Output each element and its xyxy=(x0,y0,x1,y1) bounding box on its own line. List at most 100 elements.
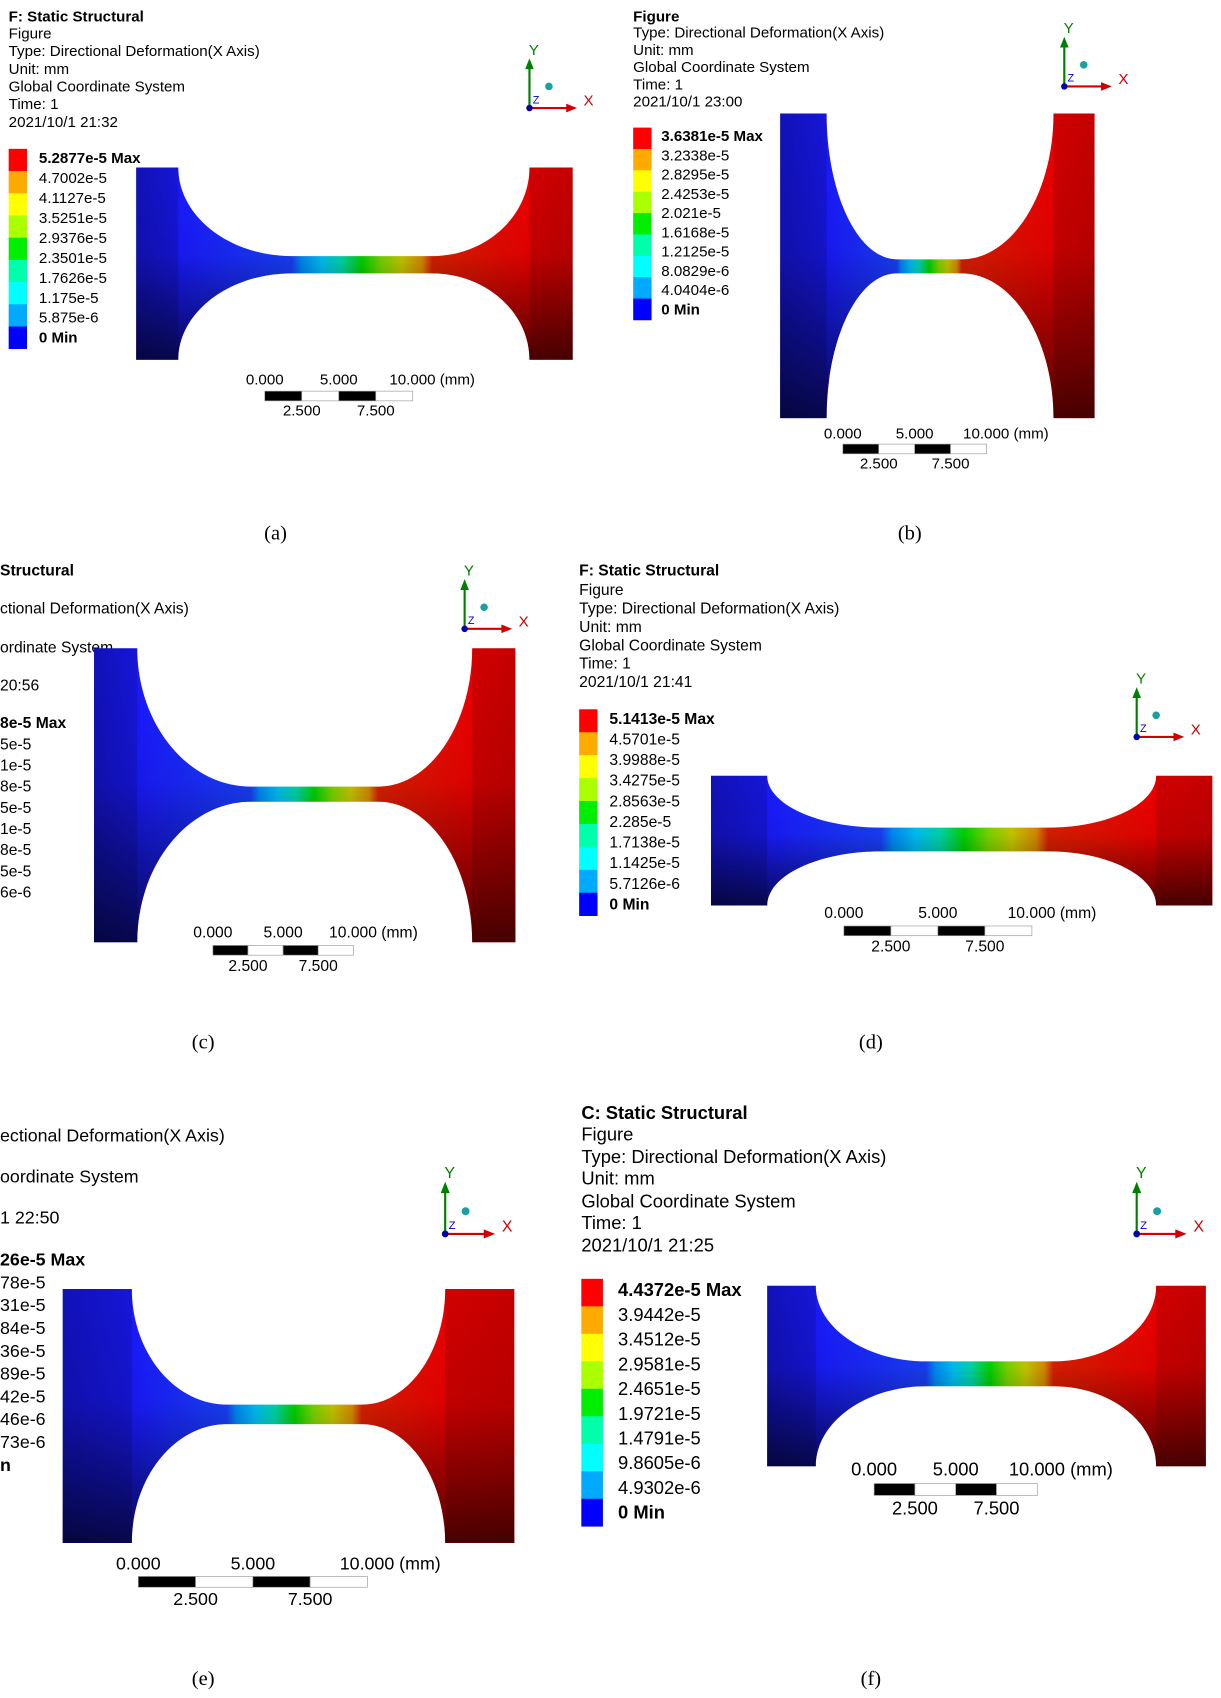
figure: F: Static StructuralFigureType: Directio… xyxy=(0,0,1221,1698)
legend-label: 3.5251e-5 xyxy=(39,210,107,227)
legend-swatch xyxy=(579,732,597,755)
arrow-head xyxy=(1132,1182,1141,1193)
scale-label: 0.000 xyxy=(116,1553,161,1573)
end-face xyxy=(136,167,178,359)
legend-swatch xyxy=(581,1361,603,1389)
end-face xyxy=(1054,113,1095,418)
arrow-head xyxy=(1175,1229,1186,1238)
header-line: Type: Directional Deformation(X Axis) xyxy=(9,43,260,60)
legend-label: 4.7002e-5 xyxy=(39,170,107,187)
arrow-head xyxy=(1173,733,1184,742)
legend-label: 36e-5 xyxy=(0,1341,46,1361)
legend-swatch xyxy=(633,170,651,192)
legend-label: 42e-5 xyxy=(0,1386,46,1406)
triad-y-label: Y xyxy=(529,42,539,59)
legend-label: 1e-5 xyxy=(0,821,32,838)
header-line: 2021/10/1 21:32 xyxy=(9,114,118,131)
caption: (c) xyxy=(192,1031,215,1053)
scale-label: 10.000 (mm) xyxy=(329,925,418,942)
end-face xyxy=(94,648,137,942)
panel: C: Static StructuralFigureType: Directio… xyxy=(581,1102,1206,1690)
legend-swatch xyxy=(9,327,27,350)
end-face xyxy=(472,648,515,942)
scale-label: 5.000 xyxy=(231,1553,276,1573)
legend-swatch xyxy=(633,192,651,214)
legend-swatch xyxy=(9,238,27,261)
legend-label: 1.1425e-5 xyxy=(609,855,680,872)
header-line: Unit: mm xyxy=(9,61,69,78)
scale-segment xyxy=(248,945,283,955)
legend-swatch xyxy=(581,1306,603,1334)
scale-segment xyxy=(253,1576,310,1587)
scale-label: 2.500 xyxy=(892,1497,938,1518)
scale-segment xyxy=(915,1484,956,1496)
scale-label: 2.500 xyxy=(860,456,898,473)
header-line: Type: Directional Deformation(X Axis) xyxy=(633,24,884,41)
specimen-shade xyxy=(136,167,573,359)
triad-x-label: X xyxy=(1191,721,1201,738)
triad-sphere xyxy=(1080,61,1088,69)
legend-swatch xyxy=(581,1499,603,1527)
scale-segment xyxy=(997,1484,1038,1496)
header-line: Global Coordinate System xyxy=(579,637,762,654)
header-line: ectional Deformation(X Axis) xyxy=(0,1125,225,1145)
header-line: Time: 1 xyxy=(9,96,59,113)
legend-label: 4.9302e-6 xyxy=(618,1477,701,1498)
legend-label: 73e-6 xyxy=(0,1432,46,1452)
page: F: Static StructuralFigureType: Directio… xyxy=(0,0,1221,1698)
legend-swatch xyxy=(581,1471,603,1499)
scale-segment xyxy=(302,391,339,401)
caption: (f) xyxy=(861,1668,882,1690)
caption: (b) xyxy=(898,523,922,545)
legend-label: 2.8295e-5 xyxy=(661,167,729,184)
header-line: 2021/10/1 21:25 xyxy=(581,1235,714,1256)
legend-label: 2.3501e-5 xyxy=(39,250,107,267)
scale-label: 0.000 xyxy=(851,1458,897,1479)
scale-label: 7.500 xyxy=(965,939,1004,956)
legend-label: 1.2125e-5 xyxy=(661,244,729,261)
header-line: ctional Deformation(X Axis) xyxy=(0,601,189,618)
legend-label: 1.7626e-5 xyxy=(39,270,107,287)
legend-label: 1.7138e-5 xyxy=(609,835,680,852)
legend-swatch xyxy=(9,282,27,305)
legend-swatch xyxy=(9,215,27,238)
scale-label: 0.000 xyxy=(193,925,232,942)
legend-swatch xyxy=(633,299,651,321)
legend-label: 3.4275e-5 xyxy=(609,773,680,790)
legend-label: 2.9376e-5 xyxy=(39,230,107,247)
arrow-head xyxy=(441,1182,450,1193)
legend-swatch xyxy=(633,256,651,278)
scale-segment xyxy=(891,926,938,936)
triad-y-label: Y xyxy=(1136,1165,1147,1182)
legend-label: 0 Min xyxy=(39,330,78,347)
header-line: C: Static Structural xyxy=(581,1102,747,1123)
scale-segment xyxy=(985,926,1032,936)
arrow-head xyxy=(484,1229,495,1238)
legend-swatch xyxy=(633,149,651,171)
triad-y-label: Y xyxy=(464,563,474,580)
legend-label: 5e-5 xyxy=(0,800,32,817)
scale-label: 0.000 xyxy=(246,371,284,388)
legend-swatch xyxy=(633,213,651,235)
scale-segment xyxy=(339,391,376,401)
arrow-head xyxy=(1132,687,1141,698)
specimen-shade xyxy=(94,648,515,942)
triad-z-label: Z xyxy=(1140,723,1147,735)
legend-label: 3.6381e-5 Max xyxy=(661,128,763,145)
end-face xyxy=(767,1286,816,1466)
triad-x-label: X xyxy=(1118,71,1128,88)
legend-swatch xyxy=(579,778,597,801)
triad-x-label: X xyxy=(502,1218,513,1235)
triad-x-label: X xyxy=(519,613,529,630)
scale-label: 10.000 (mm) xyxy=(340,1553,441,1573)
legend-swatch xyxy=(581,1389,603,1417)
scale-label: 7.500 xyxy=(932,456,970,473)
scale-segment xyxy=(956,1484,997,1496)
arrow-head xyxy=(1060,37,1069,48)
scale-label: 2.500 xyxy=(871,939,910,956)
legend-label: 3.4512e-5 xyxy=(618,1329,701,1350)
legend-label: 78e-5 xyxy=(0,1272,46,1292)
end-face xyxy=(711,776,767,906)
legend-label: 8e-5 xyxy=(0,779,32,796)
